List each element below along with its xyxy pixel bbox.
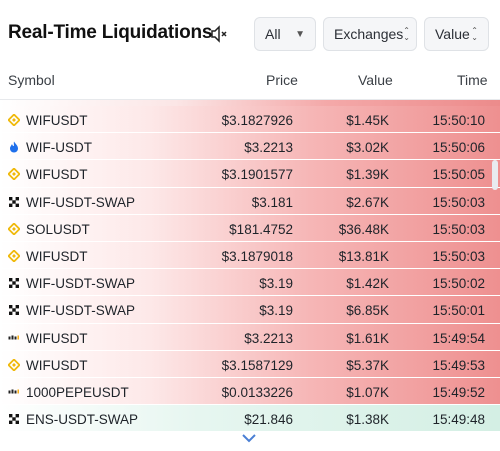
row-symbol: SOLUSDT: [26, 221, 90, 237]
row-value: $5.37K: [346, 357, 389, 373]
filter-all-select[interactable]: All ▼: [254, 17, 316, 51]
row-price: $3.2213: [244, 330, 293, 346]
table-row[interactable]: WIF-USDT-SWAP $3.19 $1.42K 15:50:02: [0, 269, 500, 297]
binance-icon: [7, 167, 21, 182]
row-time: 15:49:52: [432, 384, 485, 400]
row-value: $1.45K: [346, 113, 389, 128]
row-time: 15:50:03: [432, 194, 485, 210]
row-value: $2.67K: [346, 194, 389, 210]
liquidations-table: WIFUSDT $3.1827926 $1.45K 15:50:10 WIF-USDT $…: [0, 106, 500, 433]
row-symbol: 1000PEPEUSDT: [26, 384, 129, 400]
row-price: $3.19: [259, 303, 293, 319]
row-time: 15:49:54: [432, 330, 485, 346]
table-row[interactable]: WIF-USDT-SWAP $3.19 $6.85K 15:50:01: [0, 296, 500, 324]
row-value: $1.07K: [346, 384, 389, 400]
bybit-icon: [8, 386, 20, 398]
okx-icon: [8, 196, 20, 208]
row-value: $13.81K: [338, 248, 389, 264]
row-price: $0.0133226: [221, 384, 293, 400]
table-row[interactable]: WIF-USDT $3.2213 $3.02K 15:50:06: [0, 133, 500, 161]
binance-icon: [7, 113, 21, 127]
row-time: 15:49:53: [432, 357, 485, 373]
column-header-price: Price: [266, 72, 298, 88]
binance-icon: [7, 249, 21, 263]
row-symbol: WIF-USDT-SWAP: [26, 303, 135, 319]
table-row[interactable]: ENS-USDT-SWAP $21.846 $1.38K 15:49:48: [0, 405, 500, 433]
row-symbol: ENS-USDT-SWAP: [26, 412, 139, 428]
table-row[interactable]: SOLUSDT $181.4752 $36.48K 15:50:03: [0, 214, 500, 242]
page-title: Real-Time Liquidations: [8, 22, 213, 43]
table-row[interactable]: WIFUSDT $3.1879018 $13.81K 15:50:03: [0, 241, 500, 270]
table-row[interactable]: 1000PEPEUSDT $0.0133226 $1.07K 15:49:52: [0, 377, 500, 406]
row-symbol: WIF-USDT-SWAP: [26, 276, 135, 292]
column-header-value: Value: [358, 72, 393, 88]
sort-arrows-icon: ⌃ ⌄: [403, 26, 410, 42]
sort-arrows-icon: ⌃ ⌄: [471, 26, 478, 42]
table-row[interactable]: WIFUSDT $3.1827926 $1.45K 15:50:10: [0, 106, 500, 134]
row-time: 15:50:02: [432, 276, 485, 292]
row-symbol: WIFUSDT: [26, 357, 88, 373]
row-symbol: WIFUSDT: [26, 167, 88, 183]
row-value: $1.42K: [346, 276, 389, 292]
column-header-time: Time: [457, 72, 488, 88]
row-price: $21.846: [244, 412, 293, 428]
row-time: 15:50:03: [432, 221, 485, 237]
row-value: $36.48K: [338, 221, 389, 237]
row-time: 15:50:03: [432, 248, 485, 264]
binance-icon: [7, 221, 21, 236]
scrollbar[interactable]: [492, 160, 498, 190]
flame-icon: [8, 141, 20, 153]
chevron-down-icon: ▼: [295, 28, 305, 40]
row-time: 15:50:10: [432, 113, 485, 128]
binance-icon: [7, 357, 21, 372]
row-value: $1.38K: [346, 412, 389, 428]
row-price: $3.1901577: [221, 167, 293, 183]
value-sort-label: Value: [435, 26, 470, 42]
row-symbol: WIFUSDT: [26, 330, 88, 346]
divider: [0, 99, 500, 100]
row-value: $3.02K: [346, 140, 389, 156]
row-value: $6.85K: [346, 303, 389, 319]
row-price: $3.19: [259, 276, 293, 292]
row-symbol: WIF-USDT-SWAP: [26, 194, 135, 210]
value-sort-select[interactable]: Value ⌃ ⌄: [424, 17, 489, 51]
okx-icon: [8, 277, 20, 289]
chevron-down-icon[interactable]: [241, 432, 257, 444]
partial-row: [0, 100, 500, 106]
row-price: $3.1827926: [221, 113, 293, 128]
row-price: $181.4752: [229, 221, 293, 237]
exchanges-label: Exchanges: [334, 26, 404, 42]
table-row[interactable]: WIF-USDT-SWAP $3.181 $2.67K 15:50:03: [0, 187, 500, 215]
row-value: $1.61K: [346, 330, 389, 346]
row-time: 15:50:06: [432, 140, 485, 156]
row-symbol: WIF-USDT: [26, 140, 92, 156]
table-row[interactable]: WIFUSDT $3.1901577 $1.39K 15:50:05: [0, 160, 500, 188]
row-symbol: WIFUSDT: [26, 113, 88, 128]
bybit-icon: [8, 332, 20, 344]
row-symbol: WIFUSDT: [26, 248, 88, 264]
table-row[interactable]: WIFUSDT $3.1587129 $5.37K 15:49:53: [0, 350, 500, 378]
column-header-symbol: Symbol: [8, 72, 55, 88]
table-row[interactable]: WIFUSDT $3.2213 $1.61K 15:49:54: [0, 323, 500, 351]
okx-icon: [8, 413, 20, 425]
filter-all-label: All: [265, 26, 281, 42]
row-price: $3.1879018: [221, 248, 293, 264]
row-value: $1.39K: [346, 167, 389, 183]
exchanges-select[interactable]: Exchanges ⌃ ⌄: [323, 17, 417, 51]
row-time: 15:50:05: [432, 167, 485, 183]
row-price: $3.2213: [244, 140, 293, 156]
row-price: $3.1587129: [221, 357, 293, 373]
row-time: 15:49:48: [432, 412, 485, 428]
liquidations-header: Real-Time Liquidations All ▼ Exchanges ⌃…: [0, 0, 500, 66]
okx-icon: [8, 304, 20, 316]
row-price: $3.181: [251, 194, 293, 210]
mute-speaker-icon[interactable]: [210, 25, 230, 43]
row-time: 15:50:01: [432, 303, 485, 319]
